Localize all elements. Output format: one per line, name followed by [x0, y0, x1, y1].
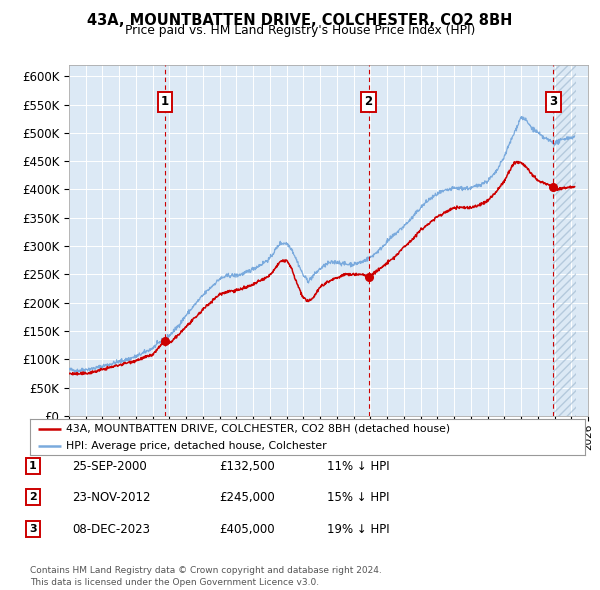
Text: 1: 1	[29, 461, 37, 471]
Text: £132,500: £132,500	[219, 460, 275, 473]
Text: 19% ↓ HPI: 19% ↓ HPI	[327, 523, 389, 536]
Text: 1: 1	[161, 95, 169, 108]
Text: 11% ↓ HPI: 11% ↓ HPI	[327, 460, 389, 473]
Text: 25-SEP-2000: 25-SEP-2000	[72, 460, 147, 473]
Text: Price paid vs. HM Land Registry's House Price Index (HPI): Price paid vs. HM Land Registry's House …	[125, 24, 475, 37]
Text: HPI: Average price, detached house, Colchester: HPI: Average price, detached house, Colc…	[66, 441, 326, 451]
Text: 15% ↓ HPI: 15% ↓ HPI	[327, 491, 389, 504]
Text: 43A, MOUNTBATTEN DRIVE, COLCHESTER, CO2 8BH: 43A, MOUNTBATTEN DRIVE, COLCHESTER, CO2 …	[88, 13, 512, 28]
Text: 23-NOV-2012: 23-NOV-2012	[72, 491, 151, 504]
Text: 43A, MOUNTBATTEN DRIVE, COLCHESTER, CO2 8BH (detached house): 43A, MOUNTBATTEN DRIVE, COLCHESTER, CO2 …	[66, 424, 450, 434]
Text: 3: 3	[29, 525, 37, 534]
Text: £405,000: £405,000	[219, 523, 275, 536]
Text: 2: 2	[365, 95, 373, 108]
Text: £245,000: £245,000	[219, 491, 275, 504]
Text: Contains HM Land Registry data © Crown copyright and database right 2024.
This d: Contains HM Land Registry data © Crown c…	[30, 566, 382, 587]
Text: 3: 3	[549, 95, 557, 108]
Text: 08-DEC-2023: 08-DEC-2023	[72, 523, 150, 536]
Text: 2: 2	[29, 493, 37, 502]
